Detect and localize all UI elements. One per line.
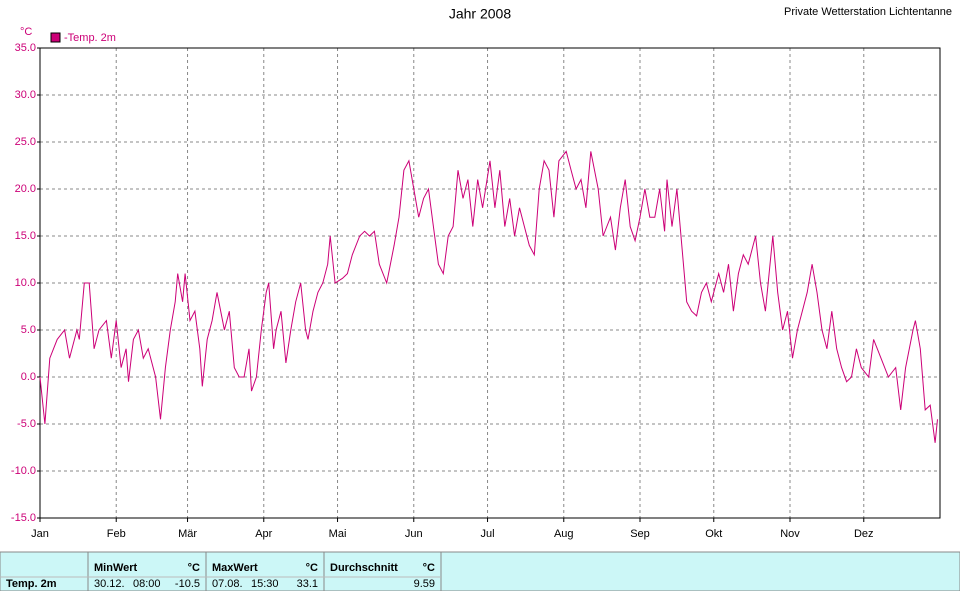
y-tick-label: 20.0 [15, 183, 36, 195]
x-tick-label: Mär [178, 528, 197, 540]
x-tick-label: Feb [107, 528, 126, 540]
row-label: Temp. 2m [6, 578, 57, 590]
station-name: Private Wetterstation Lichtentanne [784, 6, 952, 18]
y-tick-label: 5.0 [21, 324, 36, 336]
y-tick-label: 25.0 [15, 136, 36, 148]
x-tick-label: Nov [780, 528, 800, 540]
y-tick-label: 15.0 [15, 230, 36, 242]
x-tick-label: Jun [405, 528, 423, 540]
max-time: 15:30 [251, 578, 279, 590]
y-tick-label: 0.0 [21, 371, 36, 383]
avg-value: 9.59 [414, 578, 435, 590]
min-time: 08:00 [133, 578, 161, 590]
x-tick-label: Apr [255, 528, 272, 540]
y-tick-label: 10.0 [15, 277, 36, 289]
legend-swatch [50, 32, 61, 43]
y-tick-label: -5.0 [17, 418, 36, 430]
col-unit: °C [306, 562, 318, 574]
x-tick-label: Aug [554, 528, 574, 540]
y-tick-label: 30.0 [15, 89, 36, 101]
summary-panel [0, 551, 960, 591]
temperature-line [39, 150, 938, 443]
chart-title: Jahr 2008 [449, 6, 511, 22]
y-tick-label: 35.0 [15, 42, 36, 54]
x-tick-label: Okt [705, 528, 722, 540]
x-tick-label: Sep [630, 528, 650, 540]
y-tick-label: -10.0 [11, 465, 36, 477]
x-tick-label: Dez [854, 528, 874, 540]
y-unit: °C [20, 26, 32, 38]
plot-frame [39, 47, 941, 519]
y-tick-label: -15.0 [11, 512, 36, 524]
min-date: 30.12. [94, 578, 125, 590]
x-tick-label: Mai [329, 528, 347, 540]
col-unit: °C [188, 562, 200, 574]
col-title: MaxWert [212, 562, 258, 574]
max-date: 07.08. [212, 578, 243, 590]
col-title: Durchschnitt [330, 562, 398, 574]
legend-label: -Temp. 2m [64, 32, 116, 44]
col-title: MinWert [94, 562, 138, 574]
min-value: -10.5 [175, 578, 200, 590]
col-unit: °C [423, 562, 435, 574]
x-tick-label: Jul [481, 528, 495, 540]
max-value: 33.1 [297, 578, 318, 590]
x-tick-label: Jan [31, 528, 49, 540]
